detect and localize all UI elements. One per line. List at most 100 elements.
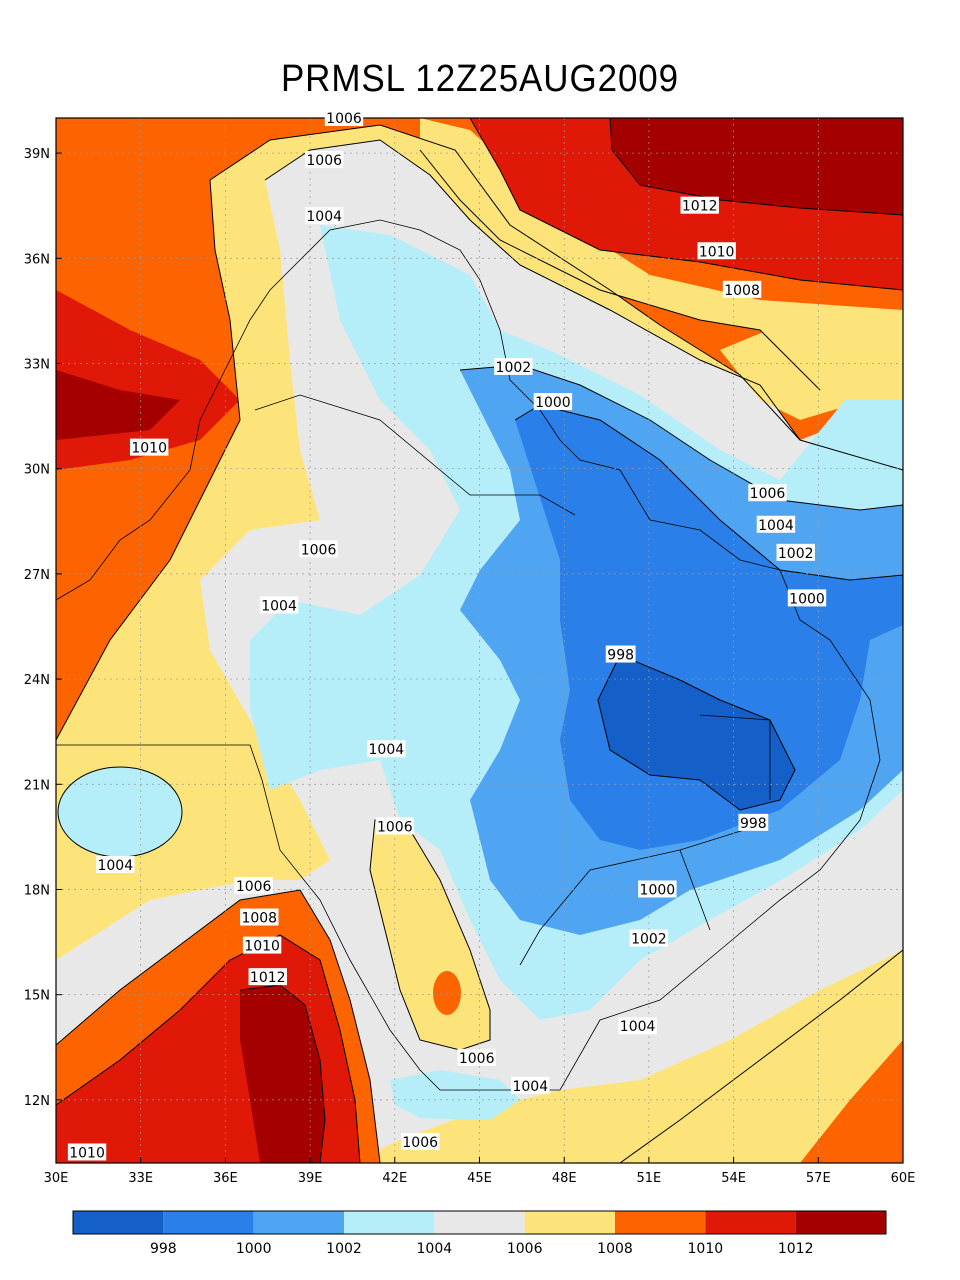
- contour-label: 1002: [629, 929, 669, 948]
- colorbar-label: 1012: [778, 1241, 814, 1257]
- x-tick-label: 39E: [298, 1171, 323, 1186]
- contour-label: 1000: [638, 880, 677, 898]
- svg-text:998: 998: [740, 816, 767, 832]
- contour-label: 1006: [305, 151, 344, 169]
- svg-text:1004: 1004: [758, 518, 794, 534]
- y-tick-label: 27N: [24, 568, 50, 583]
- contour-label: 1012: [248, 968, 287, 986]
- svg-text:1004: 1004: [97, 858, 133, 874]
- svg-text:1006: 1006: [750, 486, 786, 502]
- svg-text:1000: 1000: [789, 591, 825, 607]
- svg-text:1008: 1008: [724, 283, 760, 299]
- contour-label: 1004: [756, 515, 796, 534]
- colorbar-swatch: [344, 1211, 435, 1234]
- svg-text:1002: 1002: [631, 932, 667, 948]
- gridlines: [56, 118, 903, 1163]
- colorbar-swatch: [705, 1211, 796, 1234]
- colorbar-label: 1006: [507, 1241, 543, 1257]
- x-axis: 30E 33E 36E 39E 42E 45E 48E 51E 54E 57E 60E: [44, 1157, 916, 1186]
- fill-ne-1012: [610, 118, 903, 215]
- colorbar-swatch: [795, 1211, 886, 1234]
- contour-label: 1004: [305, 207, 344, 225]
- svg-text:1010: 1010: [244, 939, 280, 955]
- fill-w-1012: [56, 370, 180, 440]
- svg-text:1010: 1010: [69, 1145, 105, 1161]
- fill-se-1008: [620, 950, 903, 1163]
- contour-label: 1004: [511, 1076, 550, 1095]
- contour-label: 1008: [722, 280, 762, 299]
- svg-text:1000: 1000: [640, 882, 676, 898]
- contour-labels: 1006 1006 1004 1012 1010 1008 1002 1000 1010 1006…: [67, 109, 827, 1161]
- contour-label: 998: [738, 813, 769, 832]
- x-tick-label: 48E: [552, 1171, 577, 1186]
- y-tick-label: 21N: [24, 778, 50, 793]
- svg-text:1008: 1008: [241, 911, 277, 927]
- svg-text:1006: 1006: [326, 111, 362, 127]
- contour-label: 1006: [748, 484, 787, 502]
- svg-text:1006: 1006: [459, 1051, 495, 1067]
- y-tick-label: 12N: [24, 1094, 50, 1109]
- svg-text:1006: 1006: [301, 542, 337, 558]
- contour-label: 1010: [129, 438, 169, 457]
- contour-label: 1006: [375, 817, 414, 835]
- contour-label: 1004: [367, 740, 406, 758]
- fill-redsea-1008: [433, 971, 461, 1015]
- contour-label: 1004: [96, 855, 135, 874]
- colorbar-label: 1008: [597, 1241, 633, 1257]
- contour-label: 1006: [299, 540, 338, 558]
- y-tick-label: 18N: [24, 883, 50, 898]
- colorbar-swatch: [163, 1211, 254, 1234]
- svg-text:1004: 1004: [620, 1019, 656, 1035]
- y-tick-label: 15N: [24, 989, 50, 1004]
- svg-text:1006: 1006: [236, 879, 272, 895]
- contour-label: 1010: [242, 936, 282, 955]
- y-tick-label: 39N: [24, 147, 50, 162]
- svg-text:1004: 1004: [512, 1079, 548, 1095]
- y-tick-label: 30N: [24, 463, 50, 478]
- svg-text:1004: 1004: [306, 209, 342, 225]
- x-tick-label: 54E: [721, 1171, 746, 1186]
- coastlines: [56, 219, 881, 1091]
- colorbar-label: 1004: [417, 1241, 453, 1257]
- svg-text:1006: 1006: [402, 1135, 438, 1151]
- contour-label: 1004: [259, 596, 299, 614]
- contour-label: 1000: [533, 393, 573, 411]
- x-tick-label: 60E: [891, 1171, 916, 1186]
- svg-text:1004: 1004: [261, 598, 297, 614]
- colorbar-swatch: [524, 1211, 615, 1234]
- contour-label: 1012: [680, 196, 719, 215]
- contour-label: 1010: [697, 242, 736, 260]
- fill-arab-1006: [720, 325, 903, 420]
- colorbar-frame: [72, 1210, 887, 1235]
- colorbar-swatch: [253, 1211, 344, 1234]
- colorbar: 998 1000 1002 1004 1006 1008 1010 1012: [72, 1210, 887, 1257]
- svg-text:1002: 1002: [496, 360, 532, 376]
- fill-sw-1012: [240, 985, 325, 1163]
- contour-label: 1002: [776, 543, 815, 562]
- contour-label: 1006: [324, 109, 364, 127]
- fill-lt998: [598, 655, 795, 810]
- colorbar-swatch: [73, 1211, 164, 1234]
- contour-label: 1006: [401, 1132, 440, 1151]
- contour-label: 1006: [234, 876, 273, 895]
- x-tick-label: 30E: [44, 1171, 69, 1186]
- x-tick-label: 42E: [382, 1171, 407, 1186]
- svg-text:1002: 1002: [778, 546, 814, 562]
- contour-label: 1010: [67, 1143, 107, 1161]
- fill-w-1002: [58, 767, 182, 857]
- svg-text:1000: 1000: [535, 395, 571, 411]
- svg-text:1012: 1012: [250, 970, 286, 986]
- contour-label: 1004: [618, 1017, 657, 1035]
- x-tick-label: 45E: [467, 1171, 492, 1186]
- svg-text:1012: 1012: [682, 199, 718, 215]
- fill-aden-1002: [390, 1070, 520, 1120]
- map-title: PRMSL 12Z25AUG2009: [280, 58, 680, 100]
- contour-label: 1006: [457, 1048, 496, 1067]
- contour-label: 1000: [787, 589, 827, 607]
- svg-text:1006: 1006: [306, 153, 342, 169]
- colorbar-label: 1000: [236, 1241, 272, 1257]
- svg-text:1004: 1004: [369, 742, 405, 758]
- x-tick-label: 36E: [213, 1171, 238, 1186]
- x-tick-label: 57E: [806, 1171, 831, 1186]
